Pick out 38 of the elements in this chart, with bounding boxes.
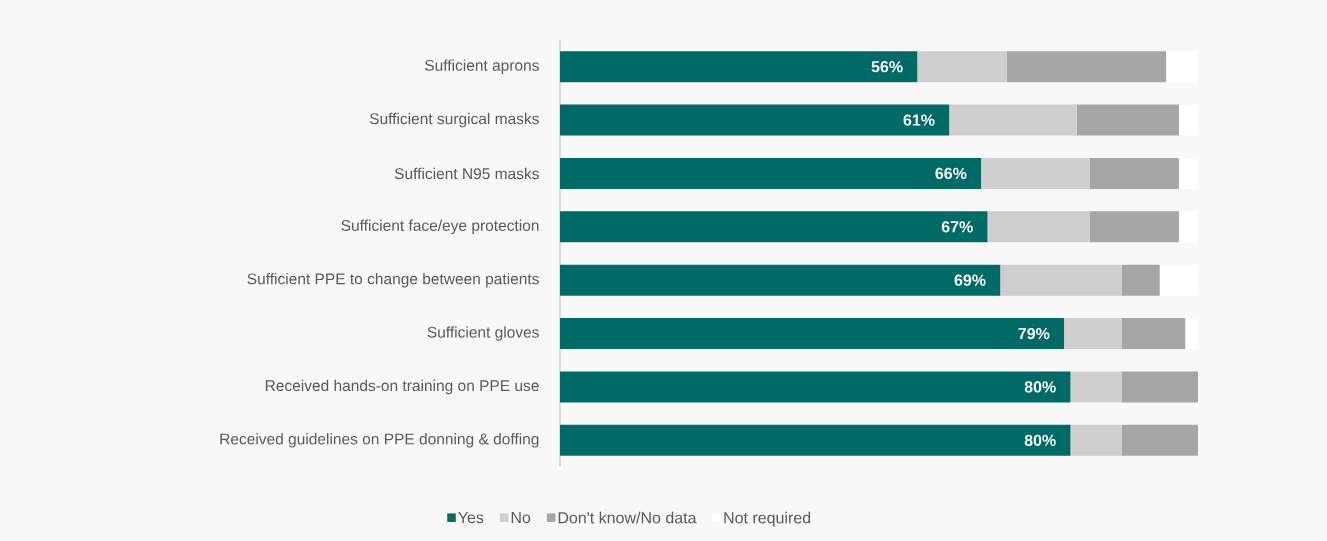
data-label: 69%: [954, 274, 986, 286]
data-label: 80%: [1024, 381, 1056, 393]
bar: [560, 51, 918, 83]
bar: [1000, 264, 1122, 296]
y-tick-label: Sufficient face/eye protection: [341, 219, 539, 235]
y-tick-label: Sufficient aprons: [425, 59, 539, 74]
bar: [1121, 424, 1199, 456]
y-tick-label: Received guidelines on PPE donning & doffing: [220, 433, 539, 448]
legend-label: Yes: [458, 511, 484, 524]
bar: [560, 318, 1065, 350]
data-label: 56%: [871, 61, 903, 73]
data-label: 79%: [1018, 327, 1050, 340]
bar: [981, 157, 1090, 189]
bar: [987, 211, 1090, 243]
y-tick-label: Sufficient PPE to change between patients: [247, 272, 539, 288]
data-label: 61%: [903, 114, 935, 126]
y-tick-label: Sufficient surgical masks: [369, 112, 539, 128]
legend-label: No: [511, 511, 531, 524]
bar: [560, 211, 988, 243]
y-tick-label: Sufficient N95 masks: [394, 167, 539, 180]
bar: [560, 264, 1001, 296]
data-label: 66%: [935, 167, 967, 180]
legend-label: Don't know/No data: [558, 511, 697, 524]
bar: [560, 424, 1071, 456]
bar: [560, 104, 950, 136]
bar: [949, 104, 1077, 136]
legend-label: Not required: [724, 511, 811, 527]
bar: [917, 51, 1007, 83]
bar: [560, 157, 982, 189]
bar: [1064, 318, 1122, 350]
data-label: 80%: [1024, 434, 1056, 446]
y-tick-label: Received hands-on training on PPE use: [265, 379, 539, 395]
y-tick-label: Sufficient gloves: [427, 326, 539, 341]
bar: [560, 371, 1071, 403]
bar: [1070, 371, 1122, 403]
bar: [1070, 424, 1122, 456]
data-label: 67%: [941, 221, 973, 233]
bar: [1121, 371, 1199, 403]
